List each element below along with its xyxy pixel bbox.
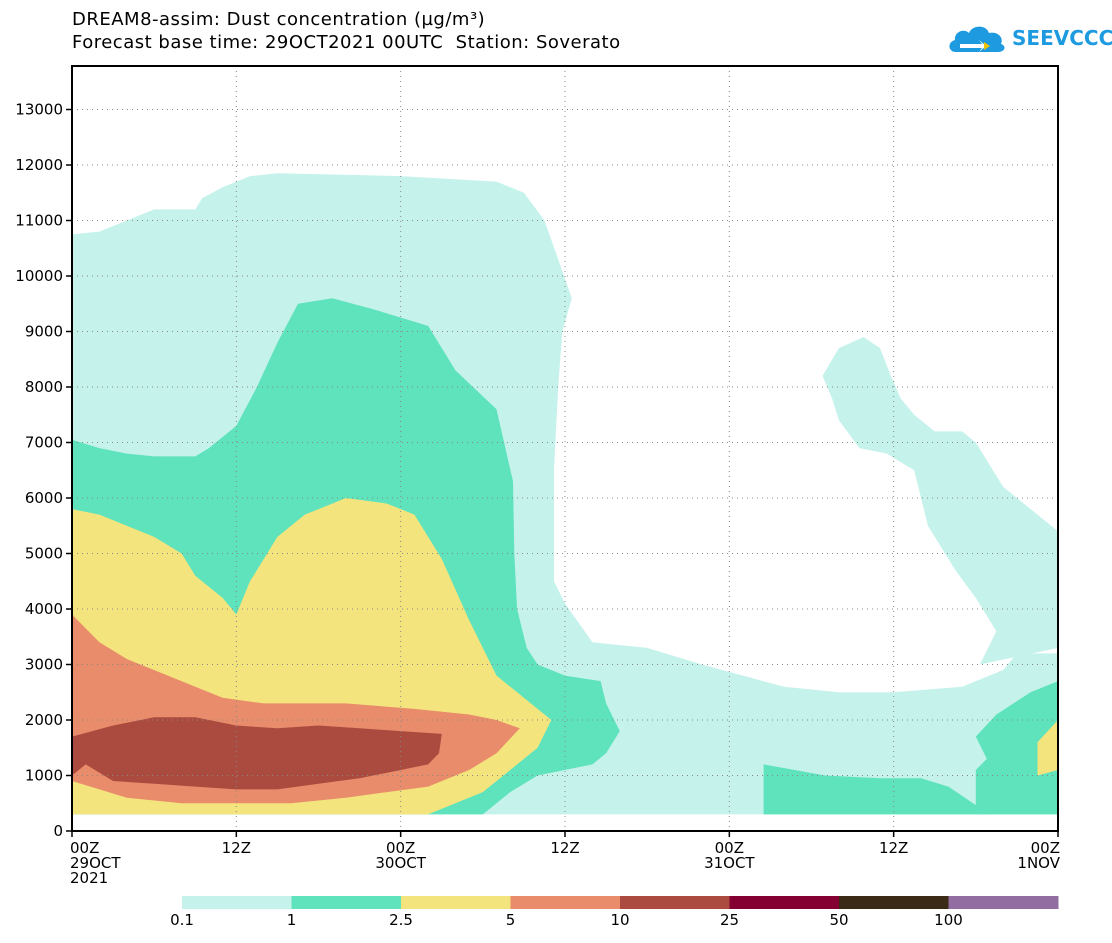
x-tick-label: 30OCT	[375, 854, 426, 872]
colorbar-swatch	[182, 896, 292, 909]
colorbar-swatch	[839, 896, 949, 909]
x-tick-label: 1NOV	[1017, 854, 1060, 872]
colorbar-label: 25	[720, 911, 739, 929]
y-tick-label: 12000	[15, 156, 63, 174]
x-tick-label: 00Z	[715, 839, 744, 857]
x-tick-label: 29OCT	[70, 854, 121, 872]
colorbar-label: 2.5	[389, 911, 413, 929]
contour-region-level-0-1	[822, 337, 1058, 665]
colorbar-swatch	[291, 896, 402, 909]
y-tick-label: 3000	[25, 656, 63, 674]
y-tick-label: 8000	[25, 378, 63, 396]
colorbar-label: 10	[610, 911, 629, 929]
colorbar-swatch	[620, 896, 730, 909]
colorbar-label: 1	[287, 911, 297, 929]
contour-region-level-1-4	[975, 681, 1058, 815]
contour-region-level-1-3	[763, 764, 990, 815]
contour-fill-layer	[72, 173, 1058, 815]
colorbar-label: 100	[934, 911, 963, 929]
y-tick-label: 5000	[25, 545, 63, 563]
colorbar-label: 50	[829, 911, 848, 929]
cloud-icon	[949, 26, 1005, 52]
colorbar-label: 5	[506, 911, 516, 929]
colorbar-swatch	[510, 896, 621, 909]
chart-subtitle: Forecast base time: 29OCT2021 00UTC Stat…	[72, 32, 621, 53]
y-tick-label: 13000	[15, 101, 63, 119]
y-tick-label: 11000	[15, 212, 63, 230]
y-axis: 0 1000 2000 3000 4000 5000 6000 7000 8000 9000 100…	[15, 101, 72, 840]
y-tick-label: 2000	[25, 711, 63, 729]
colorbar: 0.1 1 2.5 5 10 25 50 100	[170, 896, 1059, 929]
contour-region-level-2-6	[1037, 720, 1058, 776]
colorbar-swatch	[948, 896, 1059, 909]
logo-text: SEEVCCC	[1012, 26, 1112, 50]
y-tick-label: 4000	[25, 600, 63, 618]
y-tick-label: 1000	[25, 767, 63, 785]
y-tick-label: 0	[53, 822, 63, 840]
x-tick-label: 00Z	[70, 839, 99, 857]
y-tick-label: 9000	[25, 323, 63, 341]
x-tick-label: 00Z	[1031, 839, 1060, 857]
colorbar-swatch	[729, 896, 840, 909]
x-tick-label: 2021	[70, 869, 108, 887]
x-tick-label: 12Z	[879, 839, 908, 857]
colorbar-label: 0.1	[170, 911, 194, 929]
y-tick-label: 10000	[15, 267, 63, 285]
chart-title: DREAM8-assim: Dust concentration (µg/m³)	[72, 9, 486, 30]
x-tick-label: 31OCT	[704, 854, 755, 872]
x-tick-label: 00Z	[386, 839, 415, 857]
x-tick-label: 12Z	[222, 839, 251, 857]
x-tick-label: 12Z	[550, 839, 579, 857]
seevccc-logo: SEEVCCC	[946, 18, 1112, 58]
contour-region-level-4-8	[72, 717, 442, 790]
colorbar-swatch	[401, 896, 511, 909]
y-tick-label: 7000	[25, 434, 63, 452]
y-tick-label: 6000	[25, 489, 63, 507]
